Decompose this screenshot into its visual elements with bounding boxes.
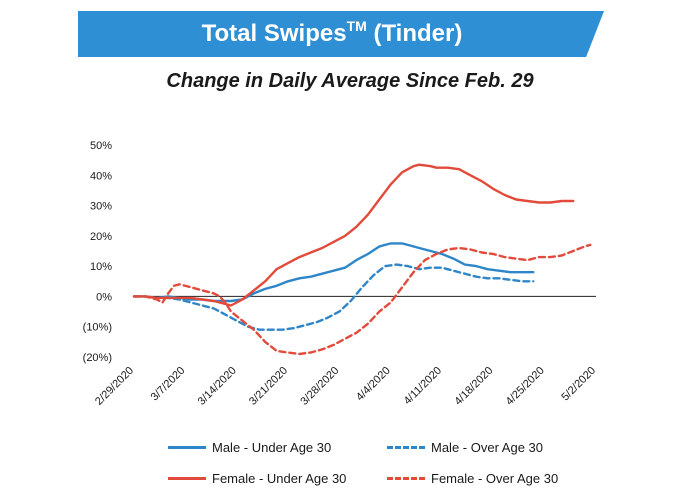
y-tick-label: 50%	[90, 140, 112, 152]
title-trademark: TM	[346, 18, 367, 34]
legend-label-female-under-30: Female - Under Age 30	[212, 471, 347, 486]
x-tick-label: 3/21/2020	[247, 365, 290, 408]
legend-swatch-male-under-30	[168, 446, 206, 449]
x-tick-label: 4/18/2020	[452, 365, 495, 408]
chart-subtitle: Change in Daily Average Since Feb. 29	[166, 70, 534, 92]
x-tick-label: 4/4/2020	[354, 365, 393, 404]
x-tick-label: 3/7/2020	[149, 365, 188, 404]
legend-item-male-over-30: Male - Over Age 30	[387, 440, 543, 455]
y-tick-label: 30%	[90, 201, 112, 213]
y-tick-label: 10%	[90, 261, 112, 273]
x-tick-label: 5/2/2020	[559, 365, 598, 404]
legend-swatch-female-over-30	[387, 477, 425, 480]
series-line-female-under-age-30	[132, 163, 575, 307]
legend-item-male-under-30: Male - Under Age 30	[168, 440, 331, 455]
x-tick-label: 2/29/2020	[93, 365, 136, 408]
x-tick-label: 4/11/2020	[402, 365, 445, 408]
legend-item-female-over-30: Female - Over Age 30	[387, 471, 558, 486]
y-tick-label: (10%)	[83, 322, 112, 334]
y-tick-label: 40%	[90, 170, 112, 182]
legend-label-male-under-30: Male - Under Age 30	[212, 440, 332, 455]
legend-swatch-female-under-30	[168, 477, 206, 480]
legend-swatch-male-over-30	[387, 446, 425, 449]
title-text: Total Swipes	[201, 20, 347, 47]
title-suffix: (Tinder)	[366, 20, 463, 47]
chart-title: Total Swipes TM (Tinder)	[78, 11, 586, 57]
y-tick-label: 0%	[96, 291, 112, 303]
x-tick-label: 3/28/2020	[298, 365, 341, 408]
legend-label-female-over-30: Female - Over Age 30	[431, 471, 559, 486]
legend-label-male-over-30: Male - Over Age 30	[431, 440, 543, 455]
legend-item-female-under-30: Female - Under Age 30	[168, 471, 346, 486]
series-line-female-over-age-30	[132, 243, 592, 356]
series-line-male-under-age-30	[132, 242, 535, 303]
y-tick-label: (20%)	[83, 352, 112, 364]
title-banner	[78, 11, 604, 57]
x-tick-label: 3/14/2020	[196, 365, 239, 408]
series-line-male-over-age-30	[132, 263, 535, 331]
x-tick-label: 4/25/2020	[504, 365, 547, 408]
y-tick-label: 20%	[90, 231, 112, 243]
